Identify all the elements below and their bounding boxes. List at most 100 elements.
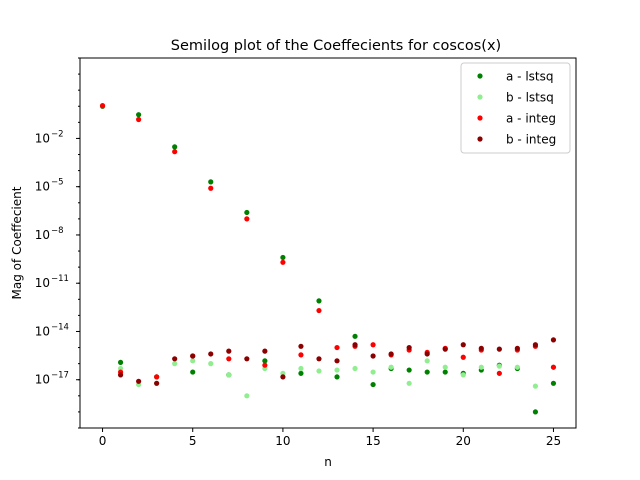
plot-marks (99, 102, 557, 415)
point-series-3-22 (514, 345, 520, 351)
point-series-3-17 (424, 351, 430, 357)
point-series-0-14 (352, 333, 358, 339)
point-series-1-13 (352, 365, 358, 372)
point-series-0-1 (117, 359, 124, 365)
point-series-1-14 (370, 369, 376, 375)
point-series-0-19 (442, 369, 448, 375)
y-tick-label-2: 10 (35, 276, 50, 290)
x-tick-label-4: 20 (456, 434, 471, 448)
point-series-3-21 (496, 346, 502, 352)
point-series-3-1 (136, 378, 142, 384)
point-series-3-2 (154, 380, 160, 386)
point-series-3-18 (442, 346, 448, 352)
y-tick-exponent-3: −8 (51, 226, 64, 236)
point-series-2-8 (244, 216, 250, 222)
point-series-3-3 (172, 356, 178, 362)
point-series-3-8 (262, 348, 268, 354)
x-axis: 0 5 10 15 20 25 (99, 428, 561, 448)
point-series-2-2 (136, 116, 142, 123)
x-tick-label-1: 5 (189, 434, 197, 448)
point-series-3-19 (460, 342, 466, 348)
point-series-3-23 (532, 342, 539, 348)
point-series-0-9 (262, 358, 268, 364)
point-series-3-15 (388, 351, 394, 357)
point-series-1-15 (388, 364, 394, 370)
legend-label-0: a - lstsq (506, 70, 553, 84)
point-series-2-13 (334, 344, 340, 351)
point-series-1-21 (496, 363, 502, 369)
y-tick-exponent-4: −5 (51, 178, 64, 188)
y-tick-label-5: 10 (35, 131, 50, 145)
point-series-3-9 (280, 374, 286, 380)
point-series-0-18 (424, 369, 430, 375)
legend-marker-1 (477, 94, 483, 100)
point-series-1-12 (334, 367, 340, 373)
point-series-3-7 (244, 356, 250, 362)
point-series-2-11 (298, 352, 304, 358)
point-series-3-11 (316, 356, 322, 362)
point-series-1-9 (280, 370, 286, 376)
point-series-1-16 (406, 380, 412, 386)
point-series-3-12 (334, 358, 340, 364)
point-series-1-18 (442, 364, 448, 370)
point-series-1-3 (172, 361, 178, 367)
point-series-3-20 (478, 345, 484, 351)
x-tick-label-5: 25 (546, 434, 561, 448)
point-series-3-24 (550, 337, 557, 343)
legend-label-2: a - integ (506, 112, 556, 126)
x-tick-label-0: 0 (99, 434, 107, 448)
point-series-0-15 (370, 381, 376, 388)
point-series-3-4 (190, 353, 196, 359)
y-tick-label-0: 10 (35, 373, 50, 387)
point-series-2-15 (370, 342, 376, 348)
point-series-0-5 (190, 369, 196, 375)
point-series-0-10 (280, 254, 286, 261)
point-series-1-6 (226, 372, 232, 378)
legend-marker-0 (477, 73, 483, 79)
point-series-3-10 (298, 343, 304, 349)
y-tick-exponent-2: −11 (51, 274, 69, 284)
point-series-0-2 (136, 112, 142, 118)
point-series-0-13 (334, 374, 340, 380)
legend-marker-3 (477, 136, 483, 142)
legend-label-3: b - integ (506, 133, 556, 147)
point-series-1-4 (190, 358, 196, 364)
point-series-2-4 (172, 149, 178, 155)
legend-marker-2 (477, 115, 483, 121)
point-series-3-14 (370, 353, 376, 359)
point-series-1-17 (424, 358, 430, 364)
point-series-0-24 (532, 409, 539, 415)
point-series-0-11 (298, 370, 304, 376)
y-axis-label: Mag of Coeffecient (10, 186, 24, 299)
point-series-1-7 (244, 393, 250, 399)
point-series-3-5 (208, 351, 214, 357)
point-series-2-9 (262, 362, 268, 368)
point-series-2-0 (99, 102, 106, 109)
point-series-2-6 (208, 185, 214, 191)
y-tick-label-3: 10 (35, 228, 50, 242)
point-series-3-13 (352, 342, 358, 348)
point-series-2-7 (226, 356, 232, 362)
point-series-3-6 (226, 348, 232, 354)
legend-label-1: b - lstsq (506, 91, 554, 105)
point-series-0-17 (406, 367, 412, 373)
point-series-2-12 (316, 307, 322, 314)
point-series-0-12 (316, 298, 322, 304)
point-series-0-25 (550, 380, 557, 386)
point-series-1-20 (478, 364, 484, 370)
y-tick-exponent-1: −14 (51, 322, 69, 332)
point-series-2-3 (154, 374, 160, 380)
point-series-0-4 (172, 144, 178, 150)
y-tick-label-1: 10 (35, 324, 50, 338)
point-series-2-10 (280, 259, 286, 265)
x-tick-label-2: 10 (275, 434, 290, 448)
point-series-2-22 (496, 370, 502, 376)
point-series-3-0 (117, 372, 124, 378)
x-tick-label-3: 15 (365, 434, 380, 448)
point-series-3-16 (406, 344, 412, 351)
point-series-1-19 (460, 372, 466, 378)
y-tick-label-4: 10 (35, 180, 50, 194)
point-series-0-6 (208, 179, 214, 185)
y-tick-exponent-0: −17 (51, 371, 69, 381)
plot-frame (79, 57, 577, 429)
